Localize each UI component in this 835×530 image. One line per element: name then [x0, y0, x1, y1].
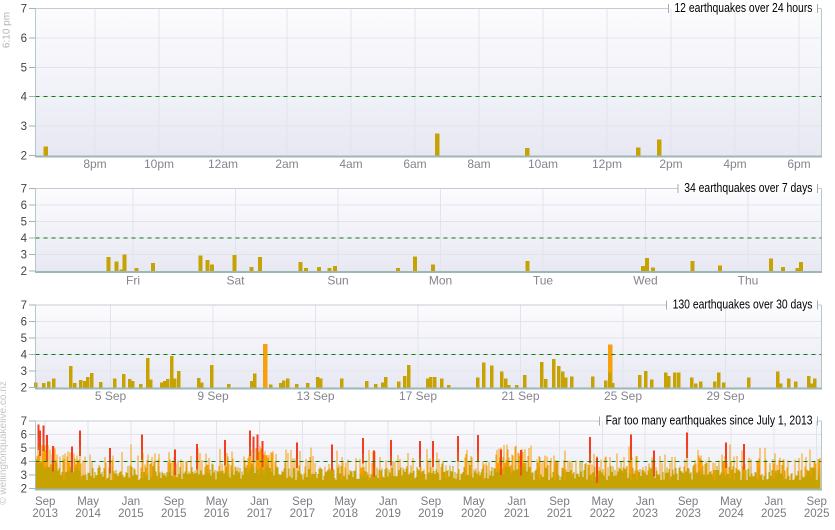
svg-text:2016: 2016: [204, 508, 230, 520]
svg-text:6: 6: [21, 430, 27, 442]
svg-text:6: 6: [21, 200, 27, 212]
svg-text:Jan: Jan: [765, 496, 784, 508]
svg-text:10am: 10am: [528, 157, 558, 171]
svg-text:8pm: 8pm: [83, 157, 106, 171]
svg-text:Sat: Sat: [226, 274, 245, 288]
svg-text:2: 2: [21, 383, 27, 395]
svg-text:Sep: Sep: [164, 496, 184, 508]
svg-text:2025: 2025: [804, 508, 830, 520]
svg-text:5: 5: [21, 217, 27, 229]
svg-text:Far too many earthquakes since: Far too many earthquakes since July 1, 2…: [606, 414, 813, 428]
svg-text:Sep: Sep: [806, 496, 826, 508]
svg-text:May: May: [206, 496, 228, 508]
svg-text:Sep: Sep: [421, 496, 441, 508]
svg-text:17 Sep: 17 Sep: [399, 389, 437, 403]
svg-text:2: 2: [21, 266, 27, 278]
svg-text:May: May: [463, 496, 485, 508]
svg-text:4: 4: [21, 350, 28, 362]
svg-text:2025: 2025: [761, 508, 787, 520]
svg-text:5 Sep: 5 Sep: [95, 389, 127, 403]
svg-text:4: 4: [21, 92, 28, 104]
svg-text:3: 3: [21, 250, 27, 262]
svg-text:2018: 2018: [332, 508, 358, 520]
svg-text:6: 6: [21, 317, 27, 329]
svg-text:Jan: Jan: [250, 496, 269, 508]
svg-text:2: 2: [21, 151, 27, 163]
svg-text:Mon: Mon: [429, 274, 452, 288]
svg-text:© wellingtonquakelive.co.nz: © wellingtonquakelive.co.nz: [0, 381, 9, 505]
svg-text:3: 3: [21, 366, 27, 378]
svg-text:2021: 2021: [504, 508, 530, 520]
svg-text:May: May: [77, 496, 99, 508]
svg-text:7: 7: [21, 300, 27, 312]
svg-text:Sep: Sep: [678, 496, 698, 508]
svg-text:3: 3: [21, 121, 27, 133]
svg-text:6: 6: [21, 33, 27, 45]
svg-text:2017: 2017: [290, 508, 316, 520]
svg-text:May: May: [720, 496, 742, 508]
svg-text:Fri: Fri: [126, 274, 140, 288]
svg-text:13 Sep: 13 Sep: [296, 389, 334, 403]
svg-text:4am: 4am: [339, 157, 362, 171]
svg-text:2021: 2021: [547, 508, 573, 520]
svg-text:2023: 2023: [675, 508, 701, 520]
svg-text:Sep: Sep: [292, 496, 312, 508]
svg-text:25 Sep: 25 Sep: [604, 389, 642, 403]
svg-text:5: 5: [21, 443, 27, 455]
svg-text:Jan: Jan: [507, 496, 526, 508]
svg-text:8am: 8am: [467, 157, 490, 171]
svg-text:Sun: Sun: [327, 274, 348, 288]
svg-text:5: 5: [21, 62, 27, 74]
svg-text:2024: 2024: [718, 508, 744, 520]
svg-text:29 Sep: 29 Sep: [706, 389, 744, 403]
svg-text:4: 4: [21, 457, 28, 469]
svg-text:21 Sep: 21 Sep: [501, 389, 539, 403]
svg-text:12pm: 12pm: [592, 157, 622, 171]
svg-text:2020: 2020: [461, 508, 487, 520]
svg-text:2022: 2022: [590, 508, 616, 520]
svg-text:May: May: [334, 496, 356, 508]
svg-text:2014: 2014: [75, 508, 101, 520]
svg-text:Jan: Jan: [379, 496, 398, 508]
svg-text:Thu: Thu: [738, 274, 759, 288]
svg-text:12 earthquakes over 24 hours: 12 earthquakes over 24 hours: [674, 1, 812, 15]
svg-text:6:10 pm: 6:10 pm: [2, 12, 13, 48]
svg-text:2013: 2013: [32, 508, 58, 520]
svg-text:2023: 2023: [632, 508, 658, 520]
svg-text:Jan: Jan: [122, 496, 141, 508]
svg-text:7: 7: [21, 184, 27, 196]
svg-text:2015: 2015: [161, 508, 187, 520]
svg-text:2019: 2019: [375, 508, 401, 520]
svg-text:7: 7: [21, 4, 27, 16]
svg-text:130 earthquakes over 30 days: 130 earthquakes over 30 days: [673, 298, 813, 312]
svg-text:4: 4: [21, 233, 28, 245]
svg-text:May: May: [592, 496, 614, 508]
svg-text:Sep: Sep: [35, 496, 55, 508]
svg-text:2015: 2015: [118, 508, 144, 520]
svg-text:2019: 2019: [418, 508, 444, 520]
svg-text:2017: 2017: [247, 508, 273, 520]
svg-text:2pm: 2pm: [659, 157, 682, 171]
svg-text:5: 5: [21, 333, 27, 345]
svg-text:Wed: Wed: [633, 274, 657, 288]
svg-text:6pm: 6pm: [787, 157, 810, 171]
svg-text:3: 3: [21, 470, 27, 482]
svg-text:6am: 6am: [403, 157, 426, 171]
svg-text:Jan: Jan: [636, 496, 655, 508]
svg-text:7: 7: [21, 416, 27, 428]
svg-text:34 earthquakes over 7 days: 34 earthquakes over 7 days: [684, 181, 812, 195]
svg-text:2: 2: [21, 484, 27, 496]
svg-text:12am: 12am: [208, 157, 238, 171]
svg-text:9 Sep: 9 Sep: [197, 389, 229, 403]
svg-text:Tue: Tue: [533, 274, 554, 288]
svg-text:4pm: 4pm: [723, 157, 746, 171]
svg-text:10pm: 10pm: [144, 157, 174, 171]
svg-text:2am: 2am: [275, 157, 298, 171]
svg-text:Sep: Sep: [549, 496, 569, 508]
